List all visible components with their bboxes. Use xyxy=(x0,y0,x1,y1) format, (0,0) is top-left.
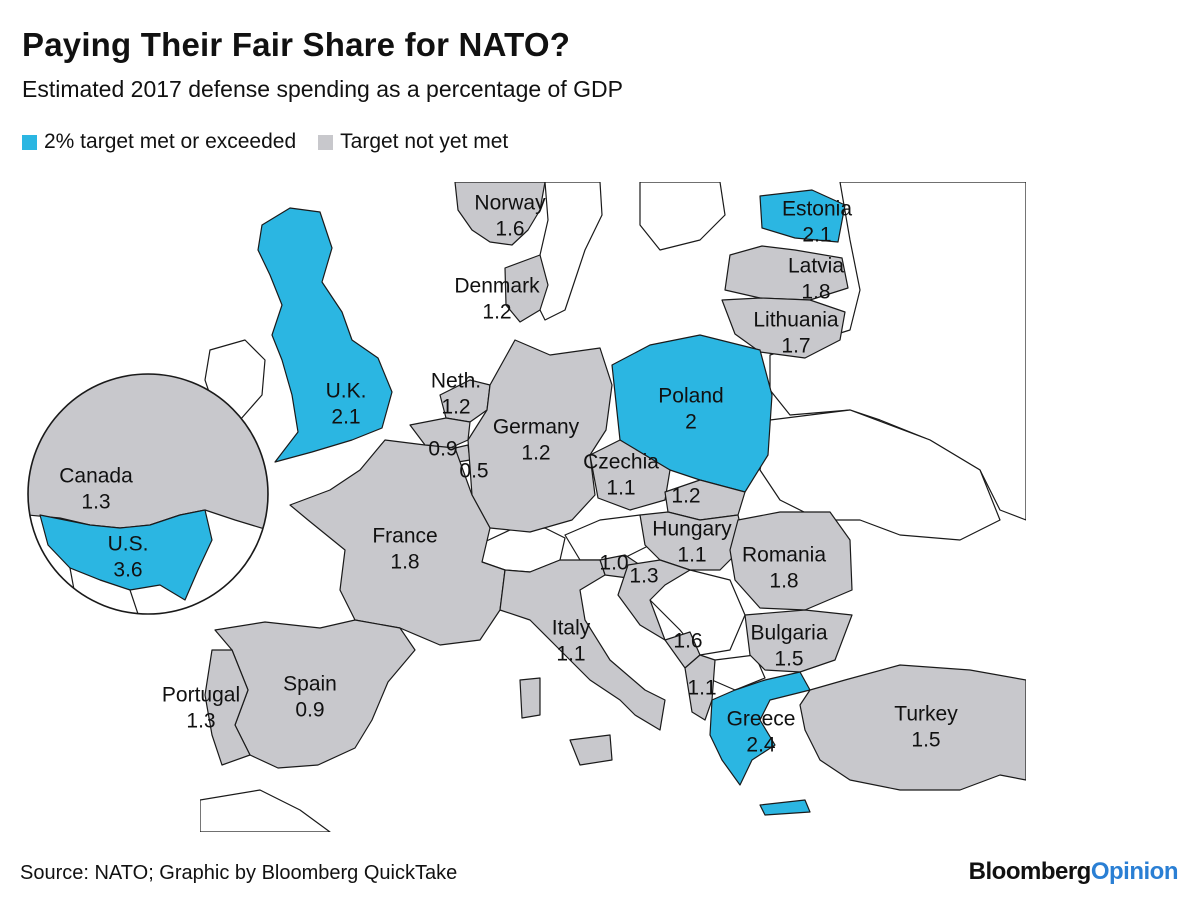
us-value-label: 3.6 xyxy=(113,559,142,582)
bulgaria-value-label: 1.5 xyxy=(774,648,803,671)
poland-value-label: 2 xyxy=(685,411,697,434)
legend-item-met: 2% target met or exceeded xyxy=(22,130,296,154)
albania-value-label: 1.1 xyxy=(687,677,716,700)
lithuania-value-label: 1.7 xyxy=(781,335,810,358)
netherlands-value-label: 1.2 xyxy=(441,396,470,419)
turkey-shape xyxy=(799,664,1026,791)
romania-shape xyxy=(729,511,853,611)
luxembourg-value-label: 0.5 xyxy=(459,460,488,483)
italy-shape xyxy=(499,559,666,766)
denmark-name-label: Denmark xyxy=(454,275,540,298)
latvia-shape xyxy=(724,245,849,301)
legend-item-not-met: Target not yet met xyxy=(318,130,508,154)
norway-name-label: Norway xyxy=(474,192,546,215)
spain-value-label: 0.9 xyxy=(295,699,324,722)
belgium-value-label: 0.9 xyxy=(428,438,457,461)
sweden-shape xyxy=(534,182,603,321)
poland-name-label: Poland xyxy=(658,385,723,408)
chart-subtitle: Estimated 2017 defense spending as a per… xyxy=(22,76,623,102)
czechia-value-label: 1.1 xyxy=(606,477,635,500)
germany-value-label: 1.2 xyxy=(521,442,550,465)
estonia-name-label: Estonia xyxy=(782,198,852,221)
finland-shape xyxy=(639,182,726,251)
slovakia-value-label: 1.2 xyxy=(671,485,700,508)
morocco-shape xyxy=(200,789,331,832)
lithuania-name-label: Lithuania xyxy=(753,309,839,332)
legend-swatch-met xyxy=(22,134,37,150)
hungary-value-label: 1.1 xyxy=(677,544,706,567)
estonia-shape xyxy=(759,189,846,243)
netherlands-name-label: Neth. xyxy=(431,370,481,393)
denmark-shape xyxy=(504,254,549,323)
bulgaria-shape xyxy=(744,609,853,673)
italy-name-label: Italy xyxy=(552,617,591,640)
romania-value-label: 1.8 xyxy=(769,570,798,593)
greece-value-label: 2.4 xyxy=(746,734,776,757)
source-note: Source: NATO; Graphic by Bloomberg Quick… xyxy=(20,862,458,884)
uk-value-label: 2.1 xyxy=(331,406,360,429)
croatia-shape xyxy=(617,559,691,641)
hungary-name-label: Hungary xyxy=(652,518,732,541)
slovenia-value-label: 1.0 xyxy=(599,552,628,575)
north-america-inset xyxy=(27,373,269,615)
ukraine-shape xyxy=(759,409,1001,541)
brand-logo: BloombergOpinion xyxy=(968,858,1179,885)
uk-name-label: U.K. xyxy=(326,380,367,403)
spain-name-label: Spain xyxy=(283,673,337,696)
norway-shape xyxy=(454,182,546,246)
canada-value-label: 1.3 xyxy=(81,491,110,514)
us-name-label: U.S. xyxy=(108,533,149,556)
germany-name-label: Germany xyxy=(493,416,580,439)
czechia-shape xyxy=(589,439,671,511)
romania-name-label: Romania xyxy=(742,544,826,567)
latvia-value-label: 1.8 xyxy=(801,281,830,304)
portugal-value-label: 1.3 xyxy=(186,710,215,733)
france-shape xyxy=(289,439,506,646)
germany-shape xyxy=(467,339,613,533)
france-name-label: France xyxy=(372,525,437,548)
legend-label-met: 2% target met or exceeded xyxy=(44,130,297,153)
italy-value-label: 1.1 xyxy=(556,643,585,666)
portugal-shape xyxy=(204,649,251,766)
greece-name-label: Greece xyxy=(727,708,796,731)
latvia-name-label: Latvia xyxy=(788,255,844,278)
turkey-name-label: Turkey xyxy=(894,703,958,726)
bulgaria-name-label: Bulgaria xyxy=(750,622,827,645)
denmark-value-label: 1.2 xyxy=(482,301,511,324)
legend-label-not-met: Target not yet met xyxy=(340,130,509,153)
canada-name-label: Canada xyxy=(59,465,133,488)
estonia-value-label: 2.1 xyxy=(802,224,831,247)
czechia-name-label: Czechia xyxy=(583,451,659,474)
uk-shape xyxy=(257,207,393,463)
montenegro-value-label: 1.6 xyxy=(673,630,702,653)
legend-swatch-not-met xyxy=(318,134,334,150)
turkey-value-label: 1.5 xyxy=(911,729,940,752)
norway-value-label: 1.6 xyxy=(495,218,524,241)
france-value-label: 1.8 xyxy=(390,551,419,574)
croatia-value-label: 1.3 xyxy=(629,565,658,588)
chart-title: Paying Their Fair Share for NATO? xyxy=(22,26,571,63)
country-labels: Norway 1.6 Denmark 1.2 Estonia 2.1 Latvia 1.8 Li… xyxy=(59,192,958,757)
lithuania-shape xyxy=(721,297,846,359)
portugal-name-label: Portugal xyxy=(162,684,240,707)
legend: 2% target met or exceeded Target not yet… xyxy=(22,130,530,154)
greece-shape xyxy=(709,671,811,816)
